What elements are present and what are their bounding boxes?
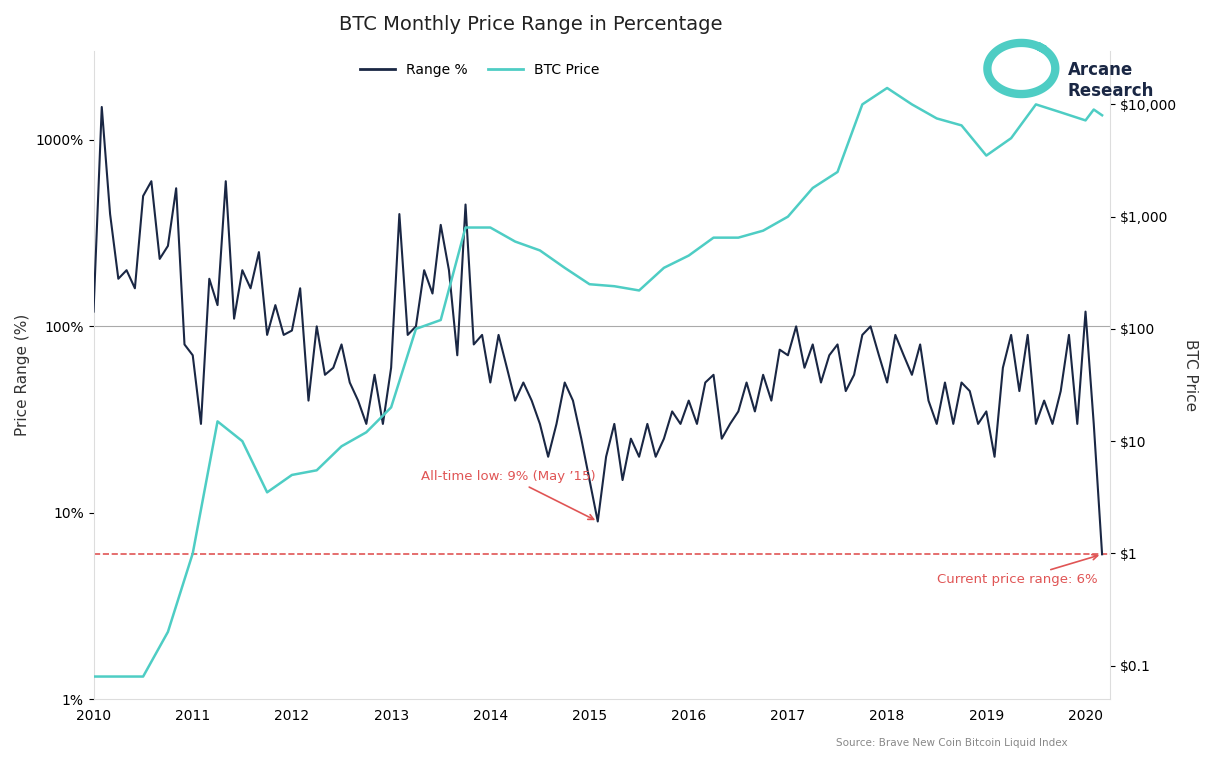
Title: BTC Monthly Price Range in Percentage: BTC Monthly Price Range in Percentage bbox=[338, 15, 723, 34]
Legend: Range %, BTC Price: Range %, BTC Price bbox=[354, 58, 605, 83]
Text: Arcane
Research: Arcane Research bbox=[1067, 61, 1154, 100]
Y-axis label: Price Range (%): Price Range (%) bbox=[15, 314, 30, 436]
Text: Current price range: 6%: Current price range: 6% bbox=[936, 555, 1098, 586]
Y-axis label: BTC Price: BTC Price bbox=[1183, 339, 1198, 411]
Text: Source: Brave New Coin Bitcoin Liquid Index: Source: Brave New Coin Bitcoin Liquid In… bbox=[836, 737, 1067, 748]
Text: All-time low: 9% (May ’15): All-time low: 9% (May ’15) bbox=[421, 470, 596, 519]
